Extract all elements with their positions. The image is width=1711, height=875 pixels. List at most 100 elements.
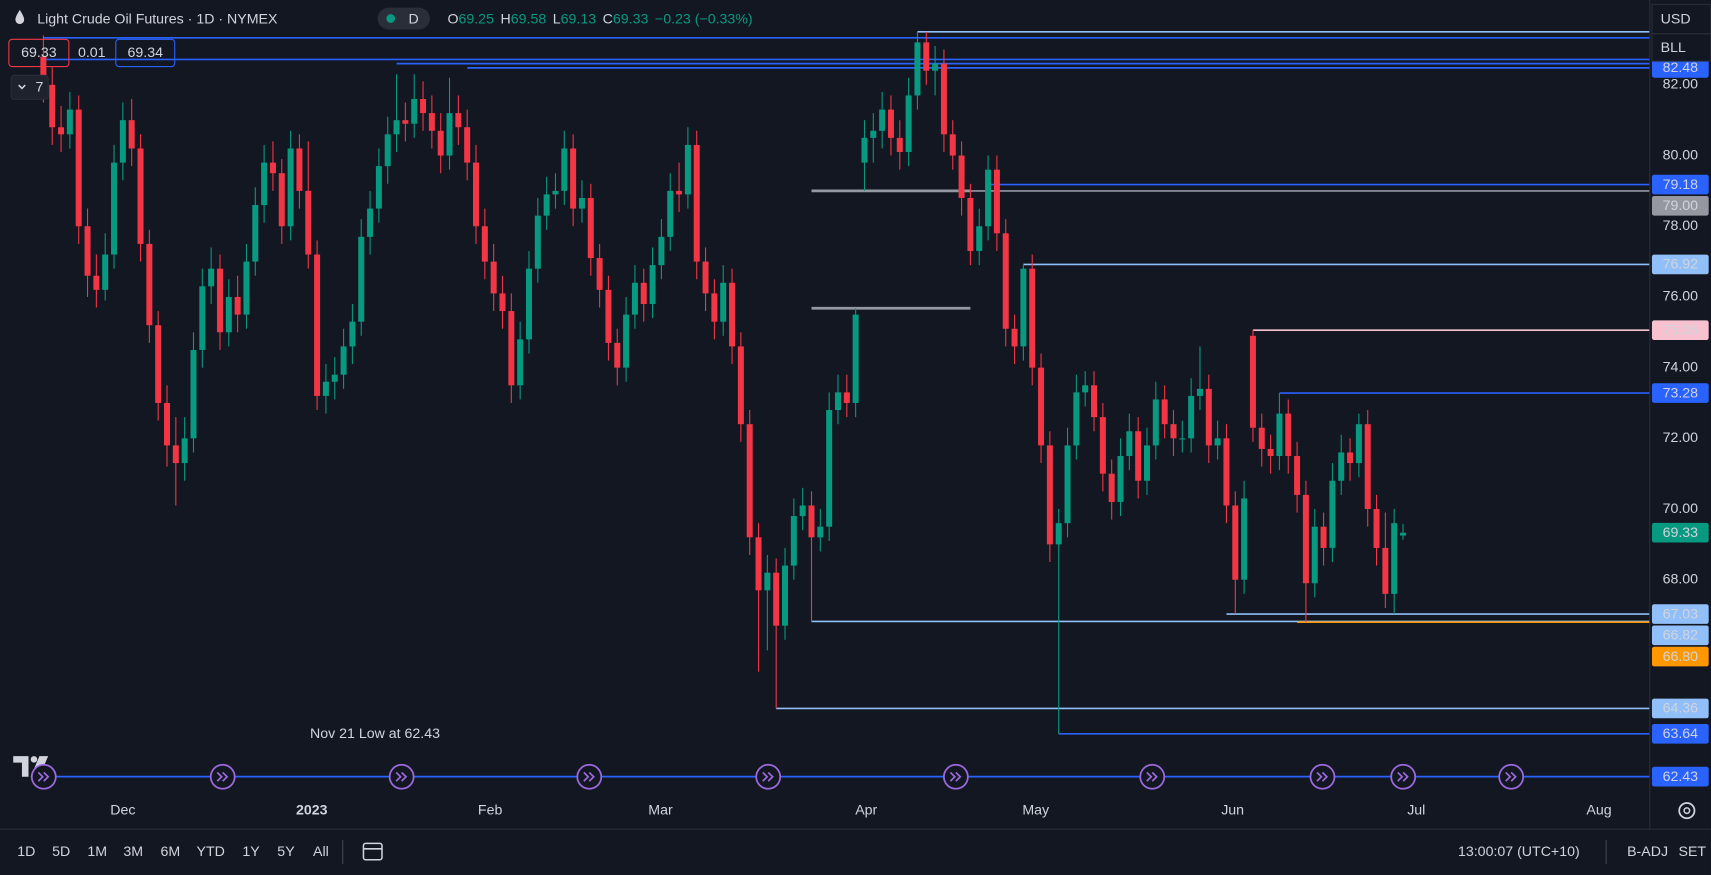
settlement-toggle[interactable]: SET [1679,844,1707,860]
ohlc-value: 69.13 [561,11,597,27]
candle-body [1241,498,1248,580]
x-tick-label: Dec [110,802,135,818]
tag-box [1651,766,1709,787]
interval-button[interactable]: All [313,844,329,860]
candle-body [411,98,418,124]
sell-button[interactable] [8,38,70,68]
candle-body [225,296,232,333]
market-status [386,14,396,23]
y-tick-label: 78.00 [1663,218,1699,234]
ohlc-legend: O69.25 H69.58 L69.13 C69.33 −0.23 (−0.33%) [447,11,752,27]
buy-button[interactable] [115,38,176,68]
candle-body [1011,328,1018,347]
interval-button[interactable]: 5Y [277,844,295,860]
tag-label: 66.80 [1663,649,1699,665]
event-icon [583,771,595,782]
bid-price[interactable]: 69.33 [21,45,57,61]
indicators-toggle[interactable] [10,74,49,100]
unit-box[interactable] [1651,33,1711,62]
candle-body [331,374,338,382]
event-icon [1505,771,1517,782]
candle-body [967,197,974,251]
interval-button[interactable]: 1M [87,844,107,860]
candle-body [446,113,453,156]
candle-body [808,505,815,538]
candle-body [322,381,329,396]
candle-body [1364,424,1371,510]
candle-body [296,148,303,191]
date-range-icon[interactable] [362,842,383,861]
candle-body [163,402,171,446]
candle-body [649,265,656,305]
candle-body [658,236,665,266]
currency-box[interactable] [1651,3,1711,35]
tag-box [1651,254,1709,275]
candle-body [1285,413,1292,457]
tag-label: 67.03 [1663,606,1699,622]
status-pill[interactable] [377,7,431,30]
event-icon [762,771,774,782]
candle-body [499,293,506,312]
ohlc-value: 69.33 [613,11,649,27]
tag-label: 76.92 [1663,257,1699,273]
gear-ring[interactable] [1678,802,1696,820]
x-tick-label: Aug [1586,802,1611,818]
adjust-toggle[interactable]: B-ADJ [1627,844,1668,860]
level-tag: 66.82 [1651,625,1709,646]
candle-body [1091,385,1098,418]
currency[interactable]: USD [1661,11,1691,27]
candle-body [676,190,683,195]
level-tag: 79.18 [1651,174,1709,195]
unit[interactable]: BLL [1661,40,1686,56]
candle-body [349,321,356,347]
interval-button[interactable]: 3M [123,844,143,860]
candle-body [1267,448,1274,457]
candle-body [464,127,471,163]
event-icon [1397,771,1409,782]
settings-icon[interactable] [1678,802,1696,820]
candle-body [764,572,771,591]
calendar[interactable] [362,842,383,861]
candle-body [879,109,886,131]
candle-body [119,120,126,163]
candle-body [702,261,709,294]
candle-body [605,289,612,343]
y-tick-label: 80.00 [1663,147,1699,163]
candle-body [1223,438,1230,506]
tag-label: 75.06 [1663,322,1699,338]
gear-center[interactable] [1683,807,1691,815]
candle-body [66,109,73,135]
tag-box [1651,320,1709,340]
candle-body [393,120,400,135]
candle-body [843,392,850,403]
interval-button[interactable]: 6M [160,844,180,860]
candle-body [1126,431,1133,457]
tag-label: 82.48 [1663,60,1699,76]
interval-button[interactable]: YTD [197,844,225,860]
candle-body [543,194,550,216]
y-tick-label: 82.00 [1663,77,1699,93]
event-icon [1146,771,1158,782]
candle-body [111,162,118,255]
ask-price[interactable]: 69.34 [128,45,164,61]
tag-box [1651,195,1709,216]
candle-body [517,339,524,386]
candle-body [402,120,409,124]
y-tick-label: 68.00 [1663,571,1699,587]
tag-box [1651,646,1709,667]
tag-label: 73.28 [1663,385,1699,401]
candle-body [199,286,206,350]
candle-body [481,226,488,262]
candle-body [102,254,109,290]
interval-button[interactable]: 1D [17,844,35,860]
candle-body [596,258,603,290]
event-icon [216,771,229,782]
symbol-title[interactable]: Light Crude Oil Futures · 1D · NYMEX [37,11,278,27]
candle-body [1020,268,1027,347]
interval-button[interactable]: 1Y [242,844,260,860]
candle-body [58,127,65,135]
candle-body [561,148,568,191]
interval-button[interactable]: 5D [52,844,70,860]
